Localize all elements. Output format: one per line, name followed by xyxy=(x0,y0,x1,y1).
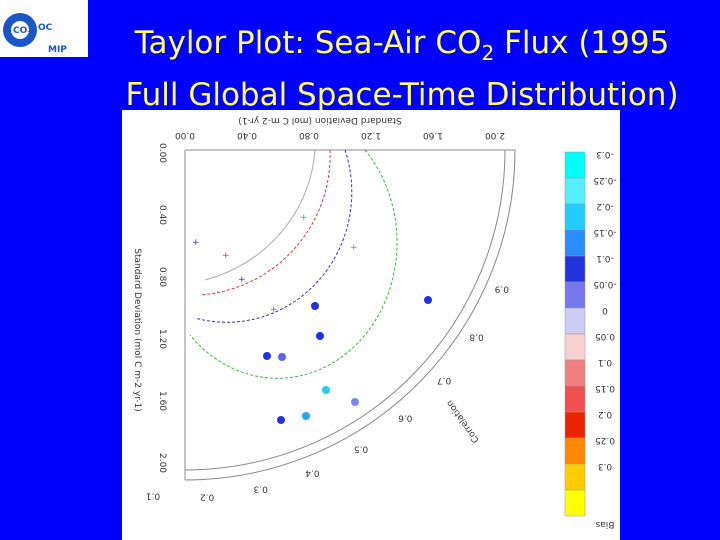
colorbar-label: 0.3 xyxy=(598,461,612,471)
logo: CO2 OC MIP xyxy=(0,0,88,57)
title-subscript: 2 xyxy=(481,41,495,66)
title-part: Taylor Plot: Sea-Air CO xyxy=(134,25,482,61)
model-dot xyxy=(316,332,324,340)
model-dot xyxy=(311,302,319,310)
model-mark: + xyxy=(300,213,308,223)
colorbar-label: 0.05 xyxy=(595,331,615,341)
std-axis-label: Standard Deviation (mol C m-2 yr-1) xyxy=(238,115,402,125)
colorbar-label: -0.15 xyxy=(593,227,616,237)
rms-arc xyxy=(204,149,316,281)
model-mark: + xyxy=(192,238,200,248)
logo-sub: MIP xyxy=(48,45,67,55)
outer-arc xyxy=(184,149,506,471)
colorbar-title: Bias xyxy=(595,519,614,529)
colorbar-label: 0.2 xyxy=(598,409,612,419)
outer-arc xyxy=(184,149,516,481)
logo-art: CO2 OC MIP xyxy=(3,13,67,55)
corr-tick-label: 0.8 xyxy=(469,331,484,341)
model-mark: + xyxy=(350,243,358,253)
colorbar-cell xyxy=(564,203,586,231)
plot-panel xyxy=(122,110,620,540)
title-part: Flux (1995 xyxy=(494,25,670,61)
colorbar-label: -0.25 xyxy=(593,175,616,185)
colorbar-cell xyxy=(564,385,586,413)
model-dot xyxy=(322,386,330,394)
model-points: + + + + + + xyxy=(192,213,432,424)
model-dot xyxy=(302,412,310,420)
colorbar-label: 0.15 xyxy=(595,383,615,393)
rms-arc xyxy=(199,149,331,296)
std-tick-label: 2.00 xyxy=(485,130,505,140)
rms-arc xyxy=(189,149,398,379)
model-mark: + xyxy=(238,275,246,285)
colorbar-label: -0.1 xyxy=(596,253,614,263)
std-tick-label: 0.80 xyxy=(299,130,319,140)
std-tick-label: 1.20 xyxy=(157,329,167,349)
colorbar-label: -0.2 xyxy=(596,201,614,211)
model-mark: + xyxy=(222,251,230,261)
corr-tick-label: 0.6 xyxy=(398,413,413,423)
std-tick-label: 0.40 xyxy=(157,205,167,225)
logo-gas: CO2 xyxy=(13,26,31,37)
colorbar-cell xyxy=(564,307,586,335)
logo-globe-hole xyxy=(11,21,29,39)
colorbar-cell xyxy=(564,359,586,387)
corr-tick-label: 0.3 xyxy=(254,484,268,494)
std-tick-label: 1.20 xyxy=(361,130,381,140)
colorbar-cell xyxy=(564,333,586,361)
slide-title: Taylor Plot: Sea-Air CO2 Flux (1995 Full… xyxy=(92,22,712,116)
colorbar-label: 0.25 xyxy=(595,435,615,445)
model-dot xyxy=(278,353,286,361)
logo-main: OC xyxy=(38,23,53,33)
std-tick-label: 0.00 xyxy=(175,130,195,140)
colorbar-cell xyxy=(564,255,586,283)
corr-tick-label: 0.2 xyxy=(200,491,214,501)
model-mark: + xyxy=(270,305,278,315)
title-line: Full Global Space-Time Distribution) xyxy=(125,77,679,114)
model-dot xyxy=(351,398,359,406)
corr-tick-label: 0.7 xyxy=(437,375,451,385)
colorbar-cell xyxy=(564,489,586,517)
std-axis-label: Standard Deviation (mol C m-2 yr-1) xyxy=(132,248,142,412)
std-tick-label: 0.00 xyxy=(157,143,167,163)
corr-tick-label: 0.9 xyxy=(494,284,509,294)
rms-arc xyxy=(194,149,353,323)
colorbar-cell xyxy=(564,281,586,309)
colorbar-label: -0.3 xyxy=(596,149,614,159)
corr-tick-label: 0.4 xyxy=(305,468,320,478)
corr-tick-label: 0.1 xyxy=(146,491,160,501)
std-tick-label: 1.60 xyxy=(157,391,167,411)
model-dot xyxy=(263,352,271,360)
std-tick-label: 1.60 xyxy=(423,130,443,140)
std-tick-label: 2.00 xyxy=(157,453,167,473)
model-dot xyxy=(277,416,285,424)
colorbar-label: 0.1 xyxy=(598,357,612,367)
std-tick-label: 0.80 xyxy=(157,267,167,287)
colorbar-cell xyxy=(564,437,586,465)
colorbar-cell xyxy=(564,463,586,491)
colorbar-cell xyxy=(564,411,586,439)
colorbar-label: -0.05 xyxy=(593,279,616,289)
model-dot xyxy=(424,296,432,304)
std-tick-label: 0.40 xyxy=(237,130,257,140)
colorbar-cell xyxy=(564,177,586,205)
corr-tick-label: 0.5 xyxy=(354,444,368,454)
colorbar-cell xyxy=(564,151,586,179)
colorbar-cell xyxy=(564,229,586,257)
colorbar-label: 0 xyxy=(602,305,608,315)
